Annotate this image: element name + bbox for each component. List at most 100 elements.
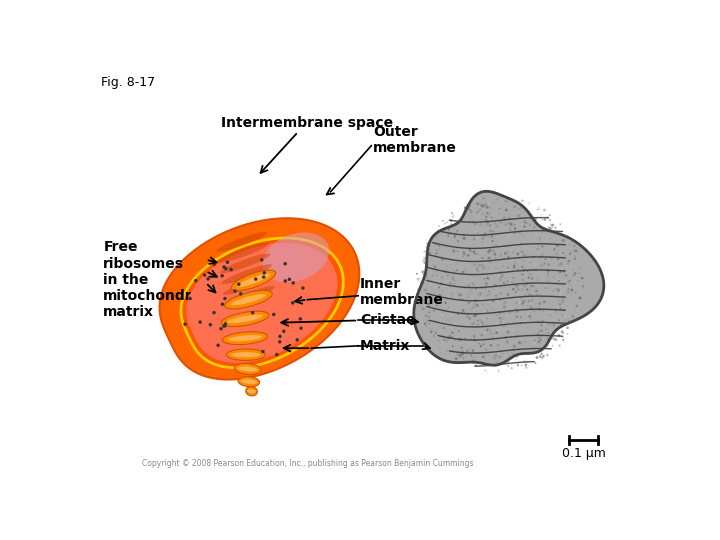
Ellipse shape <box>537 349 539 352</box>
Ellipse shape <box>430 330 433 333</box>
Ellipse shape <box>509 355 510 356</box>
Ellipse shape <box>526 361 528 362</box>
Ellipse shape <box>474 264 475 265</box>
Ellipse shape <box>505 223 507 226</box>
Ellipse shape <box>549 314 551 316</box>
Ellipse shape <box>456 230 459 232</box>
Ellipse shape <box>518 208 520 209</box>
Ellipse shape <box>481 307 482 309</box>
Ellipse shape <box>540 329 544 332</box>
Ellipse shape <box>439 300 442 303</box>
Ellipse shape <box>427 302 430 305</box>
Ellipse shape <box>534 263 536 265</box>
Ellipse shape <box>222 332 268 345</box>
Ellipse shape <box>487 249 488 251</box>
Ellipse shape <box>216 343 220 347</box>
Ellipse shape <box>225 291 272 309</box>
Ellipse shape <box>500 197 502 198</box>
Ellipse shape <box>561 314 564 316</box>
Ellipse shape <box>528 273 531 275</box>
Ellipse shape <box>503 312 505 314</box>
Ellipse shape <box>523 260 525 262</box>
Ellipse shape <box>448 307 449 308</box>
Ellipse shape <box>537 342 539 345</box>
Ellipse shape <box>478 247 480 248</box>
Ellipse shape <box>570 252 572 254</box>
Ellipse shape <box>577 280 578 282</box>
Ellipse shape <box>509 228 511 231</box>
Ellipse shape <box>531 278 533 280</box>
Ellipse shape <box>487 251 489 252</box>
Ellipse shape <box>426 304 428 305</box>
Ellipse shape <box>564 319 567 321</box>
Ellipse shape <box>487 295 488 296</box>
Ellipse shape <box>539 302 541 305</box>
Ellipse shape <box>230 294 266 305</box>
Ellipse shape <box>523 220 526 222</box>
Ellipse shape <box>536 310 537 312</box>
Ellipse shape <box>442 280 444 281</box>
Ellipse shape <box>472 248 474 251</box>
Ellipse shape <box>430 328 431 329</box>
Ellipse shape <box>239 292 243 295</box>
Ellipse shape <box>446 268 448 269</box>
Ellipse shape <box>565 270 567 272</box>
Ellipse shape <box>548 315 551 318</box>
Ellipse shape <box>490 264 493 267</box>
Ellipse shape <box>567 291 570 293</box>
Ellipse shape <box>455 357 458 360</box>
Ellipse shape <box>504 355 506 357</box>
Ellipse shape <box>530 335 533 338</box>
Ellipse shape <box>432 274 433 276</box>
Ellipse shape <box>467 207 470 210</box>
Ellipse shape <box>516 302 518 304</box>
Ellipse shape <box>505 255 506 256</box>
Ellipse shape <box>516 253 519 255</box>
Ellipse shape <box>517 268 519 271</box>
Ellipse shape <box>431 275 433 277</box>
Ellipse shape <box>484 280 487 282</box>
Ellipse shape <box>474 356 475 358</box>
Ellipse shape <box>279 335 282 338</box>
Ellipse shape <box>473 285 474 286</box>
Ellipse shape <box>469 250 472 253</box>
Ellipse shape <box>546 295 548 298</box>
Ellipse shape <box>506 345 508 348</box>
Ellipse shape <box>451 345 454 347</box>
Ellipse shape <box>577 274 578 275</box>
Ellipse shape <box>234 363 261 374</box>
Ellipse shape <box>544 307 546 309</box>
Ellipse shape <box>539 348 542 351</box>
Ellipse shape <box>567 260 570 262</box>
Ellipse shape <box>540 240 542 241</box>
Ellipse shape <box>543 300 546 303</box>
Ellipse shape <box>487 245 490 247</box>
Ellipse shape <box>582 277 584 279</box>
Ellipse shape <box>546 217 549 218</box>
Ellipse shape <box>416 273 418 275</box>
Ellipse shape <box>538 340 540 343</box>
Ellipse shape <box>551 257 553 259</box>
Ellipse shape <box>559 345 561 347</box>
Ellipse shape <box>464 206 467 209</box>
Ellipse shape <box>557 258 559 260</box>
Ellipse shape <box>500 252 503 255</box>
Ellipse shape <box>521 236 523 237</box>
Ellipse shape <box>443 326 444 328</box>
Ellipse shape <box>435 271 437 273</box>
Ellipse shape <box>495 223 496 225</box>
Ellipse shape <box>482 355 485 358</box>
Ellipse shape <box>563 271 564 272</box>
Ellipse shape <box>480 244 482 246</box>
Ellipse shape <box>546 344 549 347</box>
Ellipse shape <box>516 323 518 326</box>
Ellipse shape <box>447 233 449 235</box>
Ellipse shape <box>487 328 490 331</box>
Ellipse shape <box>500 363 501 365</box>
Ellipse shape <box>519 322 521 325</box>
Ellipse shape <box>562 299 564 301</box>
Ellipse shape <box>518 231 521 233</box>
Ellipse shape <box>477 292 480 295</box>
Ellipse shape <box>419 305 420 307</box>
Ellipse shape <box>480 319 481 321</box>
